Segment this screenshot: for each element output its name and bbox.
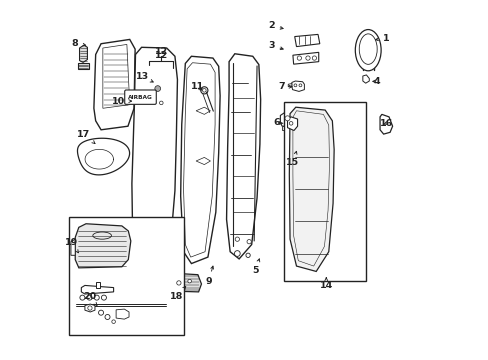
- Polygon shape: [287, 84, 291, 87]
- Polygon shape: [379, 114, 392, 134]
- Text: 20: 20: [83, 292, 97, 306]
- Polygon shape: [285, 126, 287, 130]
- Text: 15: 15: [286, 151, 299, 167]
- Polygon shape: [294, 35, 319, 46]
- Text: 10: 10: [111, 96, 131, 105]
- Text: 8: 8: [72, 39, 85, 48]
- Polygon shape: [289, 126, 291, 130]
- Circle shape: [99, 310, 103, 315]
- Polygon shape: [94, 40, 135, 130]
- Circle shape: [105, 315, 110, 319]
- Text: 12: 12: [154, 47, 167, 56]
- Polygon shape: [75, 224, 131, 268]
- Text: 14: 14: [319, 278, 332, 290]
- Circle shape: [312, 56, 316, 60]
- Circle shape: [297, 56, 301, 60]
- Circle shape: [94, 295, 99, 300]
- Polygon shape: [77, 138, 129, 175]
- Circle shape: [112, 320, 115, 323]
- Circle shape: [187, 279, 191, 283]
- Circle shape: [305, 56, 309, 60]
- Circle shape: [88, 306, 92, 310]
- Text: 4: 4: [372, 77, 380, 86]
- Text: 12: 12: [154, 51, 167, 60]
- Circle shape: [298, 84, 301, 87]
- Text: 2: 2: [267, 21, 283, 30]
- Text: 1: 1: [375, 34, 388, 43]
- Text: 19: 19: [65, 238, 78, 253]
- Circle shape: [80, 295, 85, 300]
- Text: 7: 7: [278, 82, 291, 91]
- Circle shape: [289, 122, 292, 125]
- Text: 6: 6: [273, 118, 283, 127]
- Text: 17: 17: [77, 130, 95, 144]
- Polygon shape: [80, 45, 87, 62]
- Circle shape: [101, 295, 106, 300]
- Polygon shape: [292, 52, 318, 64]
- Text: 11: 11: [190, 82, 203, 91]
- Circle shape: [293, 84, 296, 87]
- Circle shape: [235, 237, 239, 241]
- Polygon shape: [280, 113, 293, 126]
- FancyBboxPatch shape: [124, 90, 156, 104]
- Bar: [284, 102, 366, 281]
- Text: 16: 16: [379, 119, 392, 128]
- Polygon shape: [226, 54, 260, 259]
- Polygon shape: [287, 117, 297, 131]
- Polygon shape: [71, 239, 75, 255]
- Polygon shape: [85, 304, 95, 312]
- Text: AIRBAG: AIRBAG: [128, 95, 153, 100]
- Circle shape: [155, 86, 160, 91]
- Ellipse shape: [355, 30, 380, 71]
- Polygon shape: [289, 107, 333, 271]
- Circle shape: [87, 295, 92, 300]
- Circle shape: [245, 253, 250, 257]
- Text: 13: 13: [136, 72, 153, 82]
- Polygon shape: [81, 285, 113, 294]
- Polygon shape: [169, 273, 201, 292]
- Circle shape: [246, 239, 251, 244]
- Text: 3: 3: [267, 41, 283, 50]
- Bar: [69, 217, 184, 335]
- Polygon shape: [96, 282, 100, 288]
- Polygon shape: [180, 56, 220, 264]
- Text: 5: 5: [251, 259, 259, 275]
- Circle shape: [234, 251, 240, 256]
- Text: 18: 18: [169, 287, 185, 301]
- Text: 9: 9: [205, 266, 213, 285]
- Polygon shape: [282, 126, 284, 130]
- Polygon shape: [362, 75, 368, 83]
- Circle shape: [285, 116, 289, 121]
- Polygon shape: [78, 63, 88, 69]
- Circle shape: [176, 281, 181, 285]
- Polygon shape: [132, 47, 177, 259]
- Polygon shape: [291, 81, 304, 91]
- Polygon shape: [116, 309, 129, 319]
